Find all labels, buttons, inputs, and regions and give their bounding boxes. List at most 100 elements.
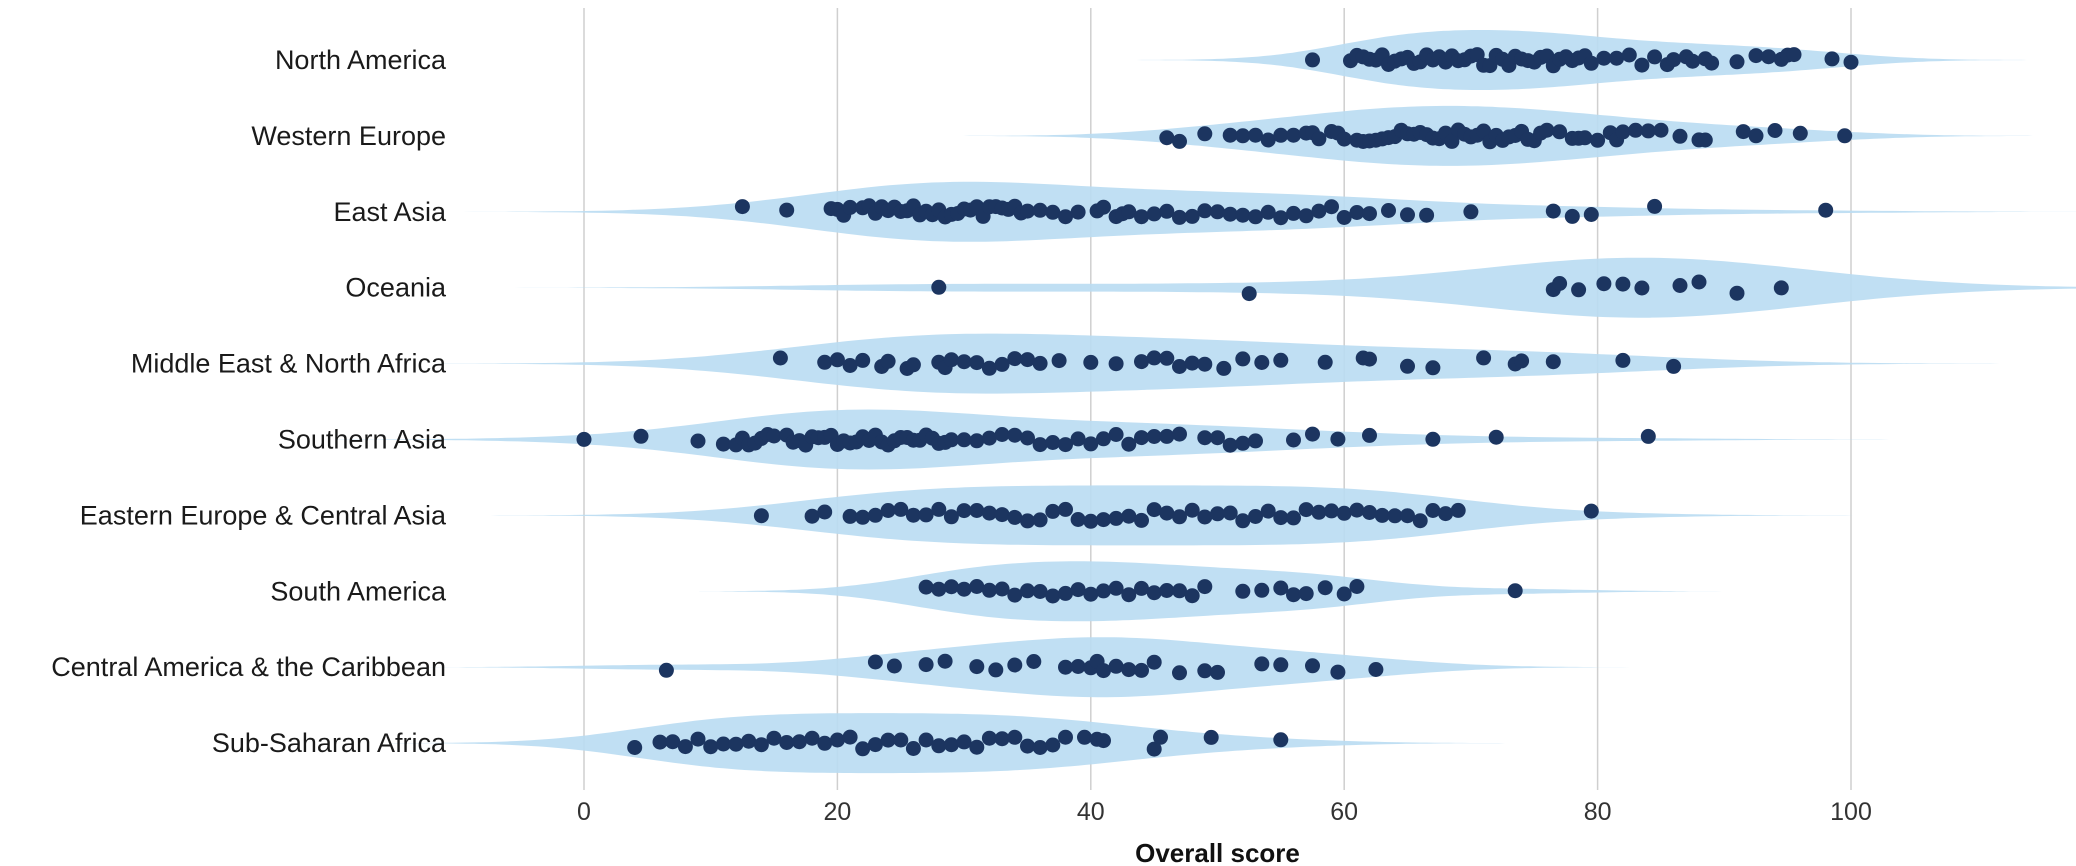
- region-label: Southern Asia: [278, 425, 447, 455]
- data-point: [1121, 204, 1137, 220]
- data-point: [1463, 204, 1479, 220]
- region-label: Eastern Europe & Central Asia: [80, 500, 447, 530]
- data-point: [981, 730, 997, 746]
- data-point: [1108, 658, 1124, 674]
- data-point: [969, 355, 985, 371]
- data-point: [1697, 132, 1713, 148]
- data-point: [905, 357, 921, 373]
- x-tick-label: 80: [1584, 798, 1612, 826]
- data-point: [1362, 206, 1377, 222]
- data-point: [994, 356, 1010, 372]
- data-point: [1444, 133, 1460, 149]
- data-point: [1317, 354, 1333, 370]
- data-point: [1735, 124, 1751, 140]
- data-point: [1640, 123, 1656, 139]
- data-point: [1286, 432, 1301, 448]
- data-point: [1222, 206, 1238, 222]
- data-point: [1235, 513, 1251, 529]
- data-point: [1273, 127, 1289, 143]
- data-point: [1083, 513, 1099, 529]
- data-point: [1596, 50, 1612, 66]
- data-point: [1070, 204, 1086, 220]
- data-point: [880, 503, 896, 518]
- data-point: [1121, 436, 1137, 452]
- data-point: [969, 659, 985, 675]
- data-point: [1197, 430, 1213, 446]
- data-point: [1647, 198, 1663, 214]
- data-point: [867, 507, 883, 523]
- data-point: [1197, 579, 1213, 595]
- data-point: [1222, 437, 1238, 453]
- data-point: [1134, 580, 1149, 596]
- data-point: [1286, 205, 1301, 221]
- data-point: [1096, 512, 1111, 528]
- data-point: [931, 738, 947, 754]
- data-point: [1514, 353, 1530, 369]
- violin-shape: [502, 257, 2076, 318]
- data-point: [1070, 582, 1086, 598]
- data-point: [1748, 128, 1764, 144]
- data-point: [715, 736, 731, 752]
- data-point: [1824, 51, 1840, 67]
- data-point: [1583, 503, 1599, 519]
- data-point: [1476, 350, 1492, 366]
- data-point: [1507, 583, 1523, 599]
- data-point: [1583, 207, 1599, 222]
- data-point: [1184, 208, 1200, 224]
- data-point: [1134, 512, 1149, 528]
- data-point: [1628, 122, 1644, 138]
- data-point: [1146, 429, 1162, 444]
- data-point: [652, 734, 668, 750]
- data-point: [1184, 588, 1200, 604]
- data-point: [1235, 128, 1251, 144]
- data-point: [931, 581, 947, 597]
- data-point: [1260, 132, 1276, 148]
- data-point: [1260, 204, 1276, 220]
- data-point: [665, 734, 681, 750]
- data-point: [1007, 509, 1023, 525]
- data-point: [1222, 127, 1238, 143]
- data-point: [1007, 657, 1023, 673]
- data-point: [1640, 428, 1656, 444]
- data-point: [1007, 351, 1023, 367]
- data-point: [690, 433, 706, 449]
- data-point: [1032, 437, 1048, 453]
- data-point: [1349, 502, 1365, 518]
- data-point: [1273, 352, 1289, 368]
- data-point: [677, 739, 693, 755]
- data-point: [994, 507, 1010, 523]
- data-point: [918, 507, 934, 523]
- data-point: [829, 732, 845, 748]
- data-point: [893, 732, 909, 748]
- data-point: [1216, 360, 1232, 376]
- data-point: [1615, 352, 1631, 368]
- x-tick-label: 40: [1077, 798, 1105, 826]
- data-point: [1634, 57, 1650, 73]
- data-point: [1007, 427, 1023, 443]
- data-point: [943, 509, 959, 525]
- data-point: [1096, 431, 1111, 447]
- region-label: North America: [275, 45, 447, 75]
- data-point: [1235, 207, 1251, 223]
- data-point: [880, 732, 896, 748]
- data-point: [1368, 662, 1384, 677]
- data-point: [817, 735, 833, 751]
- data-point: [956, 581, 972, 597]
- data-point: [1786, 47, 1802, 63]
- data-point: [1792, 125, 1808, 141]
- data-point: [804, 730, 820, 746]
- data-point: [1305, 426, 1320, 442]
- data-point: [943, 432, 959, 448]
- data-point: [1197, 126, 1213, 142]
- data-point: [1666, 52, 1682, 68]
- data-point: [1045, 435, 1061, 450]
- x-tick-label: 60: [1330, 798, 1358, 826]
- region-label: Western Europe: [251, 121, 446, 151]
- data-point: [1672, 128, 1688, 144]
- data-point: [772, 350, 788, 366]
- data-point: [1615, 124, 1631, 140]
- data-point: [1729, 54, 1745, 70]
- data-point: [1121, 587, 1137, 603]
- data-point: [1666, 358, 1682, 374]
- region-label: Sub-Saharan Africa: [212, 728, 447, 758]
